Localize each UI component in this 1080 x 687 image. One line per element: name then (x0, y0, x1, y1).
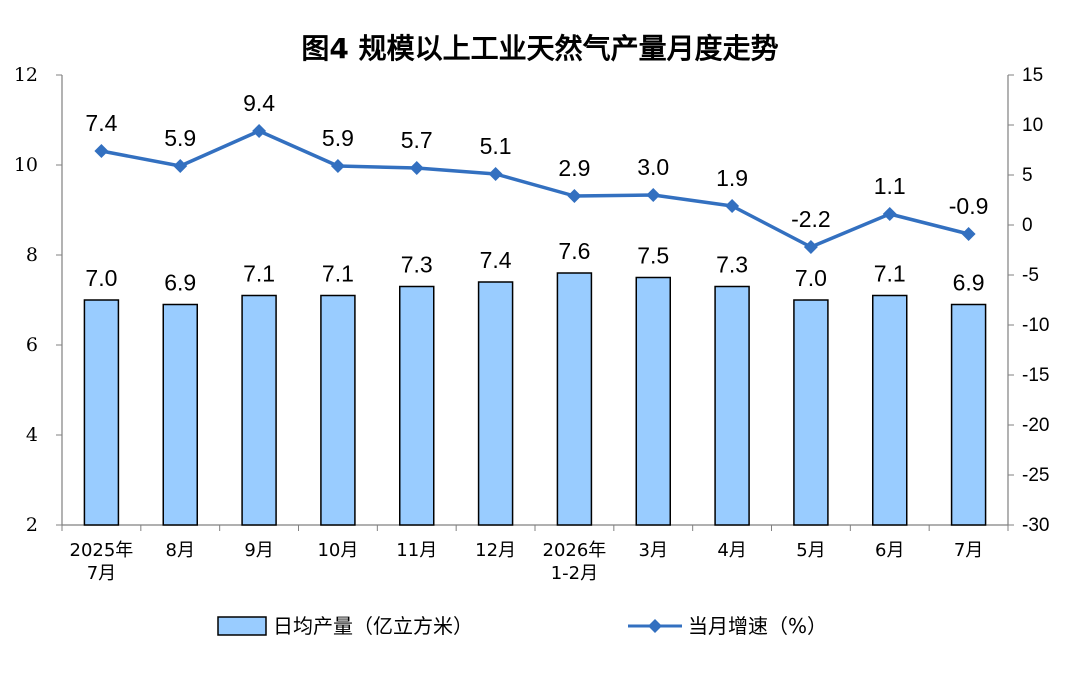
bar-data-label: 7.6 (558, 238, 590, 264)
bar-data-label: 7.0 (795, 265, 827, 291)
y-right-tick-label: -20 (1022, 415, 1049, 436)
y-right-tick-label: 15 (1022, 65, 1043, 86)
y-left-tick-label: 6 (26, 334, 38, 356)
y-right-tick-label: -30 (1022, 515, 1049, 536)
y-right-tick-label: 5 (1022, 165, 1033, 186)
line-data-label: 1.1 (874, 173, 906, 199)
line-marker (409, 161, 424, 175)
y-left-tick-label: 10 (14, 154, 38, 176)
x-tick-label: 8月 (166, 540, 195, 561)
growth-line (101, 129, 970, 249)
y-right-tick-label: 0 (1022, 215, 1033, 236)
line-marker (725, 199, 740, 213)
bar-data-label: 6.9 (164, 270, 196, 296)
x-tick-label: 4月 (717, 540, 746, 561)
y-right-tick-label: -10 (1022, 315, 1049, 336)
bar-data-label: 7.5 (637, 243, 669, 269)
line-data-label: 5.7 (401, 127, 433, 153)
line-marker (173, 159, 188, 173)
y-right-tick-label: -5 (1022, 265, 1039, 286)
line-data-label: -0.9 (949, 193, 989, 219)
legend-line-label: 当月增速（%） (688, 614, 827, 638)
bar-data-label: 7.1 (243, 261, 275, 287)
legend: 日均产量（亿立方米） 当月增速（%） (217, 614, 827, 638)
x-tick-label: 7月 (87, 563, 116, 584)
x-tick-label: 2026年 (543, 540, 607, 561)
bar (241, 294, 277, 526)
x-tick-label: 6月 (875, 540, 904, 561)
line-marker (646, 188, 661, 202)
bar-series (83, 272, 987, 526)
line-marker (330, 159, 345, 173)
line-marker (252, 124, 267, 138)
legend-bar-label: 日均产量（亿立方米） (273, 614, 473, 638)
y-left-tick-label: 8 (26, 244, 38, 266)
y-right-tick-label: -25 (1022, 465, 1049, 486)
line-data-label: -2.2 (791, 206, 831, 232)
line-marker (94, 144, 109, 158)
bar (714, 285, 750, 526)
bar (635, 276, 671, 526)
bar (162, 303, 198, 526)
x-tick-label: 12月 (475, 540, 516, 561)
line-marker (882, 207, 897, 221)
x-tick-label: 5月 (796, 540, 825, 561)
legend-bar-swatch (217, 616, 267, 636)
x-tick-label: 3月 (639, 540, 668, 561)
y-left-tick-label: 4 (26, 424, 38, 446)
legend-line-marker (648, 619, 662, 633)
bar-data-label: 7.0 (85, 265, 117, 291)
line-data-label: 5.1 (480, 133, 512, 159)
chart-title: 图4 规模以上工业天然气产量月度走势 (301, 32, 778, 65)
x-tick-label: 11月 (396, 540, 437, 561)
bar (399, 285, 435, 526)
y-right-tick-label: 10 (1022, 115, 1043, 136)
x-tick-label: 1-2月 (551, 563, 598, 584)
line-series (94, 124, 976, 254)
bar (950, 303, 987, 526)
line-marker (567, 189, 582, 203)
bar (556, 272, 593, 526)
x-tick-label: 2025年 (70, 540, 134, 561)
line-marker (803, 240, 818, 254)
line-marker (488, 167, 503, 181)
bar-data-label: 7.1 (874, 261, 906, 287)
bar-data-label: 7.1 (322, 261, 354, 287)
bar-data-label: 7.3 (401, 252, 433, 278)
y-right-tick-label: -15 (1022, 365, 1049, 386)
bar-data-label: 7.4 (480, 247, 512, 273)
line-data-label: 2.9 (558, 155, 590, 181)
line-data-labels: 7.4 5.9 9.4 5.9 5.7 5.1 2.9 3.0 1.9 -2.2 1.1 -0.9 (85, 90, 988, 232)
x-tick-label: 7月 (954, 540, 983, 561)
y-left-tick-label: 12 (14, 64, 38, 86)
line-data-label: 3.0 (637, 154, 669, 180)
bar (320, 294, 356, 526)
bar (83, 299, 120, 526)
bar (793, 299, 829, 526)
line-data-label: 5.9 (322, 125, 354, 151)
bar-data-labels: 7.0 6.9 7.1 7.1 7.3 7.4 7.6 7.5 7.3 7.0 7.1 6.9 (85, 238, 984, 296)
bar-data-label: 7.3 (716, 252, 748, 278)
bar (872, 294, 908, 526)
y-left-tick-label: 2 (26, 514, 38, 536)
line-data-label: 7.4 (85, 110, 117, 136)
line-data-label: 5.9 (164, 125, 196, 151)
x-tick-label: 9月 (244, 540, 273, 561)
axes: 2 4 6 8 10 12 -30 -25 -20 -15 -10 -5 0 5 10 15 (14, 64, 1050, 536)
bar-data-label: 6.9 (953, 270, 985, 296)
x-tick-label: 10月 (317, 540, 358, 561)
line-data-label: 9.4 (243, 90, 275, 116)
bar (477, 281, 514, 526)
line-marker (961, 227, 976, 241)
line-data-label: 1.9 (716, 165, 748, 191)
